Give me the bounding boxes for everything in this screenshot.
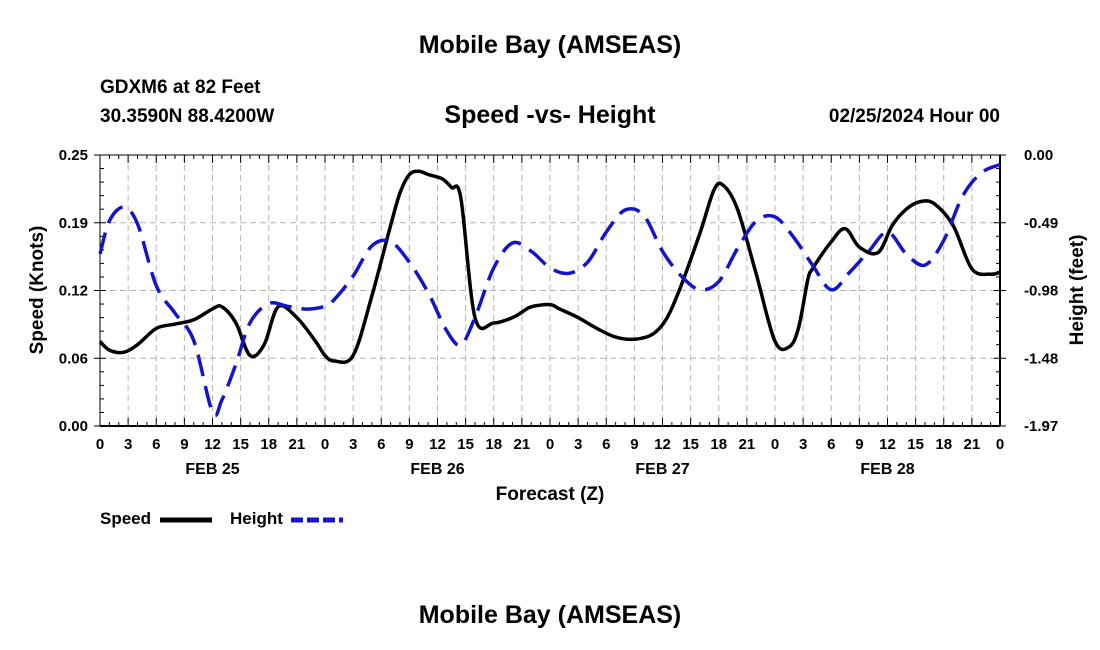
- y-left-tick-label: 0.19: [59, 215, 88, 232]
- x-tick-label: 21: [289, 436, 306, 453]
- y-left-tick-label: 0.06: [59, 350, 88, 367]
- tick-labels: 0 3 6 9 12 15 18 21 0 3 6 9 12 15 18 21 0 3 6 9 12 15 18 21 0 3 6 9…: [59, 147, 1058, 478]
- day-label: FEB 26: [410, 461, 464, 478]
- y-axis-left-title: Speed (Knots): [27, 226, 48, 355]
- x-tick-label: 0: [546, 436, 554, 453]
- x-tick-label: 15: [457, 436, 474, 453]
- x-tick-label: 12: [879, 436, 896, 453]
- page-title-repeat: Mobile Bay (AMSEAS): [418, 601, 682, 629]
- series-speed-line: [98, 169, 1001, 365]
- x-tick-label: 9: [630, 436, 638, 453]
- series-height-line: [98, 162, 1001, 418]
- x-tick-label: 6: [377, 436, 385, 453]
- x-tick-label: 0: [771, 436, 779, 453]
- y-right-tick-label: -1.97: [1024, 418, 1058, 435]
- x-tick-label: 18: [710, 436, 727, 453]
- y-left-tick-label: 0.25: [59, 147, 88, 164]
- x-tick-label: 15: [232, 436, 249, 453]
- y-right-tick-label: -0.98: [1024, 283, 1058, 300]
- x-tick-label: 3: [799, 436, 807, 453]
- x-tick-label: 9: [180, 436, 188, 453]
- x-tick-label: 18: [260, 436, 277, 453]
- y-left-tick-label: 0.12: [59, 283, 88, 300]
- x-tick-label: 21: [964, 436, 981, 453]
- x-tick-label: 9: [405, 436, 413, 453]
- x-tick-label: 15: [682, 436, 699, 453]
- station-label: GDXM6 at 82 Feet: [100, 77, 261, 98]
- page-title: Mobile Bay (AMSEAS): [418, 31, 682, 59]
- chart-title: Speed -vs- Height: [444, 101, 656, 129]
- x-tick-label: 3: [124, 436, 132, 453]
- x-tick-label: 3: [574, 436, 582, 453]
- x-tick-label: 12: [204, 436, 221, 453]
- x-tick-label: 6: [602, 436, 610, 453]
- axis-ticks: [94, 154, 1006, 427]
- x-tick-label: 6: [152, 436, 160, 453]
- x-tick-label: 21: [739, 436, 756, 453]
- location-label: 30.3590N 88.4200W: [100, 106, 275, 127]
- series: [98, 162, 1001, 418]
- x-axis-title: Forecast (Z): [496, 484, 605, 505]
- x-tick-label: 15: [907, 436, 924, 453]
- day-label: FEB 28: [860, 461, 914, 478]
- y-left-tick-label: 0.00: [59, 418, 88, 435]
- y-axis-right-title: Height (feet): [1067, 235, 1088, 346]
- y-right-tick-label: -0.49: [1024, 215, 1058, 232]
- x-tick-label: 18: [485, 436, 502, 453]
- x-tick-label: 9: [855, 436, 863, 453]
- x-tick-label: 0: [996, 436, 1004, 453]
- x-tick-label: 12: [429, 436, 446, 453]
- x-tick-label: 18: [935, 436, 952, 453]
- x-tick-label: 0: [96, 436, 104, 453]
- day-label: FEB 27: [635, 461, 689, 478]
- y-right-tick-label: -1.48: [1024, 350, 1058, 367]
- y-right-tick-label: 0.00: [1024, 147, 1053, 164]
- x-tick-label: 21: [514, 436, 531, 453]
- x-tick-label: 0: [321, 436, 329, 453]
- x-tick-label: 3: [349, 436, 357, 453]
- legend-speed-label: Speed: [100, 509, 152, 528]
- x-tick-label: 12: [654, 436, 671, 453]
- grid: [100, 155, 1000, 426]
- day-label: FEB 25: [185, 461, 239, 478]
- forecast-date-label: 02/25/2024 Hour 00: [828, 106, 1000, 127]
- legend-height-label: Height: [230, 509, 283, 528]
- x-tick-label: 6: [827, 436, 835, 453]
